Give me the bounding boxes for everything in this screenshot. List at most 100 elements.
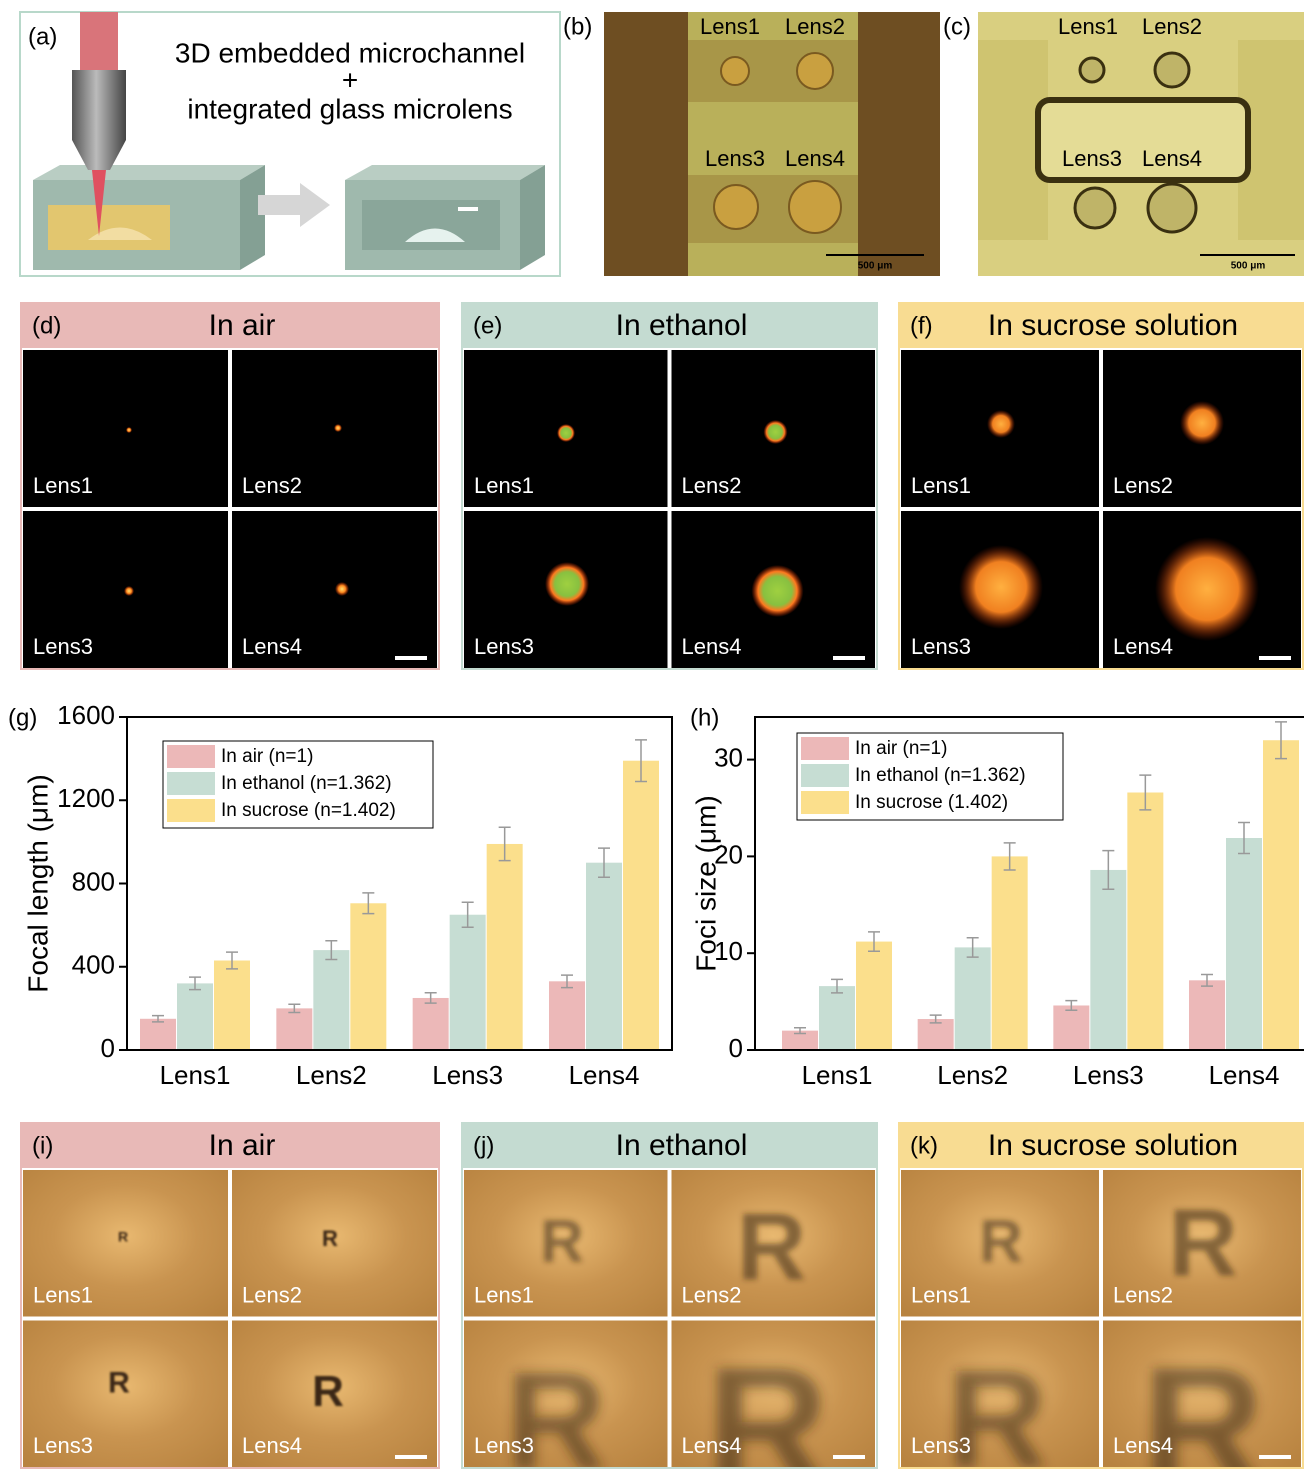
imaged-letter: R <box>108 1366 130 1399</box>
image-cell: RLens3 <box>23 1321 228 1468</box>
panel-label: (h) <box>690 704 719 731</box>
scale-bar <box>1259 656 1291 660</box>
legend-swatch <box>167 745 215 768</box>
bar <box>819 986 855 1050</box>
image-cell: Lens1 <box>901 350 1099 507</box>
image-cell: Lens4 <box>232 511 437 668</box>
lens-label: Lens2 <box>1142 14 1202 39</box>
panel-title: In ethanol <box>616 309 748 342</box>
focal-spot <box>959 545 1043 629</box>
panel-label: (k) <box>910 1132 938 1159</box>
lens-label: Lens1 <box>911 1282 971 1307</box>
image-cell: Lens2 <box>1103 350 1301 507</box>
lens-label: Lens1 <box>1058 14 1118 39</box>
bar <box>918 1019 954 1050</box>
lens-label: Lens1 <box>700 14 760 39</box>
x-tick-label: Lens3 <box>1073 1060 1144 1090</box>
bar <box>586 863 622 1050</box>
focal-spot <box>987 410 1015 438</box>
scale-bar <box>395 656 427 660</box>
image-cell: Lens3 <box>23 511 228 668</box>
panel-label: (a) <box>28 23 57 50</box>
image-cell: Lens1 <box>464 350 668 507</box>
bar <box>177 983 213 1050</box>
legend-label: In air (n=1) <box>221 746 313 767</box>
panel-label: (b) <box>563 13 592 40</box>
bar <box>276 1008 312 1050</box>
lens-label: Lens2 <box>682 1282 742 1307</box>
lens-label: Lens2 <box>785 14 845 39</box>
x-tick-label: Lens4 <box>569 1060 640 1090</box>
schematic-caption: + <box>342 64 358 95</box>
lens-label: Lens3 <box>474 1433 534 1458</box>
scale-bar <box>395 1455 427 1459</box>
imaged-letter: R <box>1168 1189 1237 1296</box>
imaged-letter: R <box>312 1367 344 1416</box>
bar <box>413 998 449 1050</box>
x-tick-label: Lens2 <box>937 1060 1008 1090</box>
lens-label: Lens4 <box>242 1433 302 1458</box>
x-tick-label: Lens1 <box>802 1060 873 1090</box>
y-tick-label: 0 <box>729 1033 743 1063</box>
imaged-letter: R <box>540 1208 583 1275</box>
y-tick-label: 1200 <box>57 783 115 813</box>
x-tick-label: Lens2 <box>296 1060 367 1090</box>
image-cell: Lens4 <box>672 511 876 668</box>
lens-label: Lens1 <box>474 473 534 498</box>
lens-label: Lens2 <box>1113 473 1173 498</box>
x-tick-label: Lens4 <box>1209 1060 1280 1090</box>
focal-spot <box>1180 401 1224 445</box>
bar <box>1090 870 1126 1050</box>
y-axis-label: Focal length (μm) <box>22 774 53 992</box>
legend-label: In air (n=1) <box>855 738 947 759</box>
lens-label: Lens3 <box>911 1433 971 1458</box>
panel-label: (e) <box>473 312 502 339</box>
imaged-letter: R <box>737 1193 806 1300</box>
image-cell: Lens2 <box>672 350 876 507</box>
lens-label: Lens3 <box>705 146 765 171</box>
focal-spot <box>764 420 788 444</box>
lens-label: Lens4 <box>682 1433 742 1458</box>
legend-swatch <box>167 799 215 822</box>
legend-swatch <box>167 772 215 795</box>
bar <box>313 950 349 1050</box>
lens-label: Lens2 <box>242 473 302 498</box>
lens-label: Lens4 <box>785 146 845 171</box>
schematic-caption: integrated glass microlens <box>187 93 512 124</box>
lens-label: Lens4 <box>1113 1433 1173 1458</box>
lens-label: Lens1 <box>33 473 93 498</box>
page: (a)3D embedded microchannel+integrated g… <box>0 0 1304 1469</box>
y-tick-label: 400 <box>72 950 115 980</box>
panel-label: (j) <box>473 1132 494 1159</box>
bar <box>955 947 991 1050</box>
image-cell: RLens4 <box>1103 1321 1301 1469</box>
figure: (a)3D embedded microchannel+integrated g… <box>0 0 1304 1469</box>
panel-title: In air <box>209 1129 276 1162</box>
focal-spot <box>335 582 349 596</box>
scale-bar <box>833 1455 865 1459</box>
micrograph-b <box>604 12 940 276</box>
bar <box>487 844 523 1050</box>
image-cell: Lens3 <box>901 511 1099 668</box>
panel-label: (d) <box>32 312 61 339</box>
panel-title: In ethanol <box>616 1129 748 1162</box>
image-cell: R Lens4 <box>232 1321 437 1468</box>
lens-label: Lens4 <box>1113 634 1173 659</box>
lens-label: Lens1 <box>33 1282 93 1307</box>
bar <box>350 903 386 1050</box>
lens-label: Lens2 <box>682 473 742 498</box>
x-tick-label: Lens3 <box>432 1060 503 1090</box>
lens-label: Lens3 <box>1062 146 1122 171</box>
lens-label: Lens4 <box>1142 146 1202 171</box>
imaged-letter: R <box>979 1208 1022 1275</box>
imaged-letter: R <box>322 1226 338 1251</box>
lens-label: Lens1 <box>911 473 971 498</box>
image-cell: Lens2 <box>232 350 437 507</box>
focal-spot <box>124 586 134 596</box>
focal-spot <box>545 562 589 606</box>
lens-label: Lens3 <box>474 634 534 659</box>
panel-label: (f) <box>910 312 933 339</box>
